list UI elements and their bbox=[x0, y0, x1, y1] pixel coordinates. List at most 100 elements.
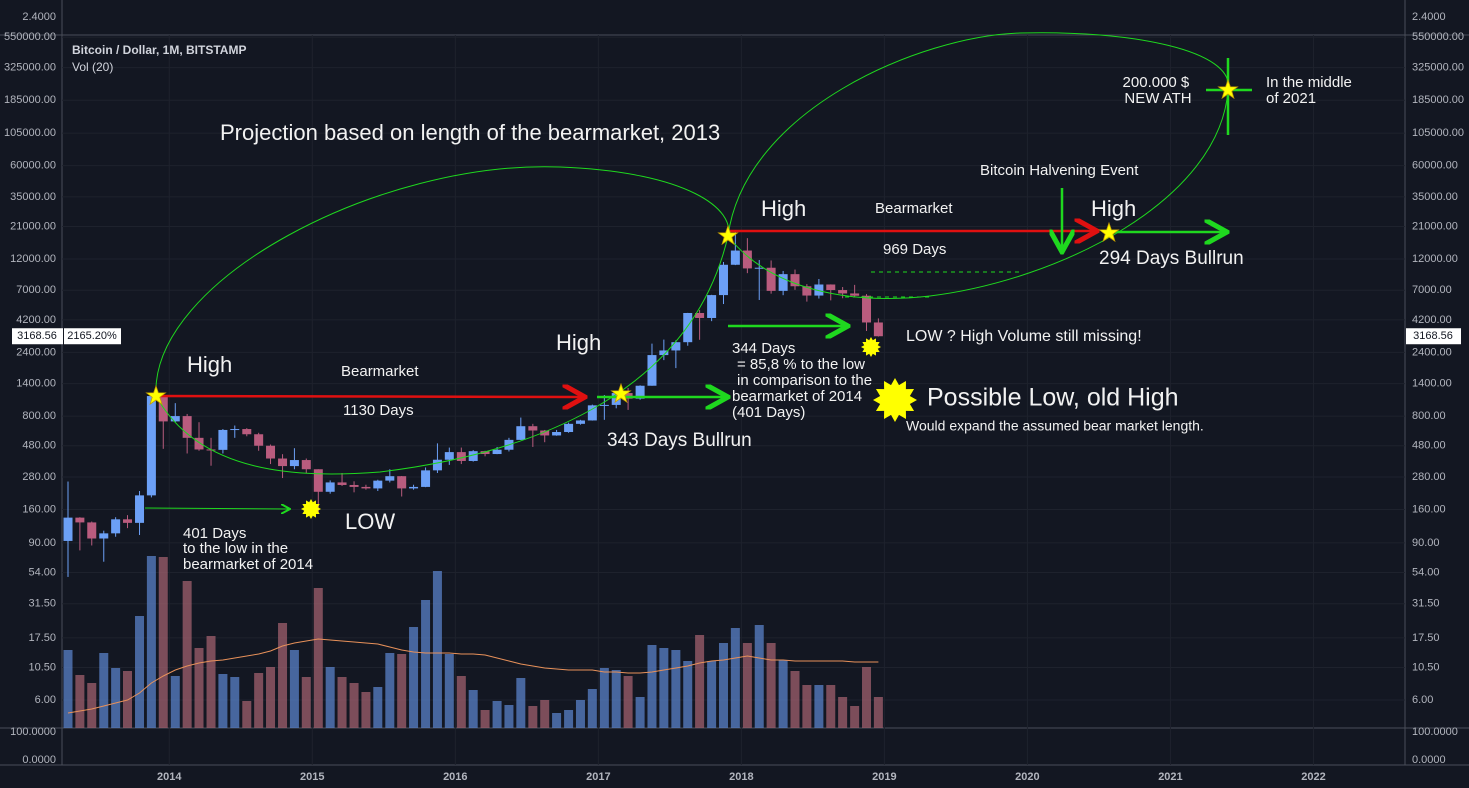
annotation-line: bearmarket of 2014 bbox=[183, 556, 313, 573]
annotation: LOW ? High Volume still missing! bbox=[906, 328, 1142, 345]
y-tick-label: 4200.00 bbox=[1412, 314, 1452, 326]
y-tick-label: 4200.00 bbox=[16, 314, 56, 326]
bottom-pane-tick-label: 100.0000 bbox=[10, 726, 56, 738]
y-tick-label: 185000.00 bbox=[1412, 94, 1464, 106]
candle-body bbox=[444, 452, 454, 460]
volume-bar bbox=[873, 697, 883, 728]
candle-body bbox=[766, 267, 776, 291]
candle-body bbox=[730, 250, 740, 265]
candle-body bbox=[778, 274, 788, 291]
y-tick-label: 7000.00 bbox=[1412, 284, 1452, 296]
annotation: 294 Days Bullrun bbox=[1099, 248, 1244, 269]
volume-bar bbox=[409, 627, 419, 728]
x-tick-label: 2019 bbox=[872, 771, 896, 783]
annotation: High bbox=[761, 196, 806, 221]
volume-bar bbox=[158, 557, 168, 728]
candle-body bbox=[301, 460, 311, 470]
candle-body bbox=[373, 480, 383, 489]
y-tick-label: 160.00 bbox=[22, 503, 56, 515]
volume-bar bbox=[218, 674, 228, 728]
annotation: 969 Days bbox=[883, 241, 946, 258]
change-label: 2165.20% bbox=[67, 330, 117, 342]
volume-bar bbox=[361, 692, 371, 728]
volume-bar bbox=[683, 661, 693, 728]
volume-bar bbox=[766, 643, 776, 728]
candle-body bbox=[707, 295, 717, 318]
y-tick-label: 480.00 bbox=[22, 440, 56, 452]
annotation: Would expand the assumed bear market len… bbox=[906, 418, 1204, 434]
volume-bar bbox=[516, 678, 526, 728]
y-tick-label: 1400.00 bbox=[16, 378, 56, 390]
y-tick-label: 90.00 bbox=[28, 537, 56, 549]
candle-body bbox=[313, 469, 323, 492]
candle-body bbox=[599, 404, 609, 406]
candle-body bbox=[182, 416, 192, 438]
candle-body bbox=[230, 429, 240, 431]
candle-body bbox=[170, 416, 180, 422]
volume-bar bbox=[278, 623, 288, 728]
candle-body bbox=[528, 426, 538, 431]
candle-body bbox=[242, 429, 252, 435]
candle-body bbox=[575, 420, 585, 424]
volume-bar bbox=[814, 685, 824, 728]
candle-body bbox=[790, 274, 800, 287]
volume-bar bbox=[301, 677, 311, 728]
volume-bar bbox=[468, 690, 478, 728]
volume-bar bbox=[802, 685, 812, 728]
volume-bar bbox=[87, 683, 97, 728]
volume-bar bbox=[647, 645, 657, 728]
y-tick-label: 7000.00 bbox=[16, 284, 56, 296]
candle-body bbox=[123, 519, 133, 523]
ellipse-arc bbox=[155, 235, 729, 475]
y-tick-label: 21000.00 bbox=[1412, 220, 1458, 232]
volume-bar bbox=[838, 697, 848, 728]
candle-body bbox=[361, 486, 371, 489]
volume-bar bbox=[790, 671, 800, 728]
price-box bbox=[1406, 328, 1461, 345]
volume-bar bbox=[99, 653, 109, 728]
volume-bar bbox=[564, 710, 574, 728]
annotation: High bbox=[187, 352, 232, 377]
candle-body bbox=[325, 482, 335, 492]
candle-body bbox=[540, 430, 550, 436]
annotation: Bearmarket bbox=[875, 200, 953, 217]
annotation: In the middle of 2021 bbox=[1266, 74, 1356, 107]
volume-ma-line bbox=[67, 638, 879, 714]
candle-body bbox=[337, 482, 347, 485]
volume-bar bbox=[373, 687, 383, 728]
volume-bar bbox=[504, 705, 514, 728]
candle-body bbox=[289, 460, 299, 467]
candle-body bbox=[385, 476, 395, 481]
annotation-line: 344 Days bbox=[732, 340, 795, 357]
annotation: Projection based on length of the bearma… bbox=[220, 120, 720, 145]
volume-bar bbox=[552, 713, 562, 728]
volume-bar bbox=[170, 676, 180, 728]
volume-bar bbox=[146, 556, 156, 728]
candle-body bbox=[111, 519, 121, 534]
y-tick-label: 54.00 bbox=[1412, 566, 1440, 578]
x-tick-label: 2017 bbox=[586, 771, 610, 783]
y-tick-label: 60000.00 bbox=[1412, 160, 1458, 172]
volume-bar bbox=[671, 650, 681, 728]
volume-bar bbox=[718, 643, 728, 728]
annotation: High bbox=[1091, 196, 1136, 221]
volume-bar bbox=[289, 650, 299, 728]
volume-bar bbox=[528, 706, 538, 728]
y-tick-label: 325000.00 bbox=[1412, 62, 1464, 74]
price-box bbox=[12, 328, 63, 345]
volume-bar bbox=[575, 700, 585, 728]
candle-body bbox=[75, 517, 85, 523]
volume-bar bbox=[635, 697, 645, 728]
y-tick-label: 160.00 bbox=[1412, 503, 1446, 515]
volume-bar bbox=[754, 625, 764, 728]
volume-bar bbox=[623, 676, 633, 728]
y-tick-label: 12000.00 bbox=[1412, 253, 1458, 265]
indicator: Vol (20) bbox=[72, 60, 113, 74]
annotation: High bbox=[556, 330, 601, 355]
volume-bar bbox=[421, 600, 431, 728]
top-pane-tick-label: 2.4000 bbox=[22, 11, 56, 23]
candle-body bbox=[671, 342, 681, 351]
volume-bar bbox=[707, 661, 717, 728]
candle-body bbox=[850, 293, 860, 296]
top-pane-tick-label: 2.4000 bbox=[1412, 11, 1446, 23]
